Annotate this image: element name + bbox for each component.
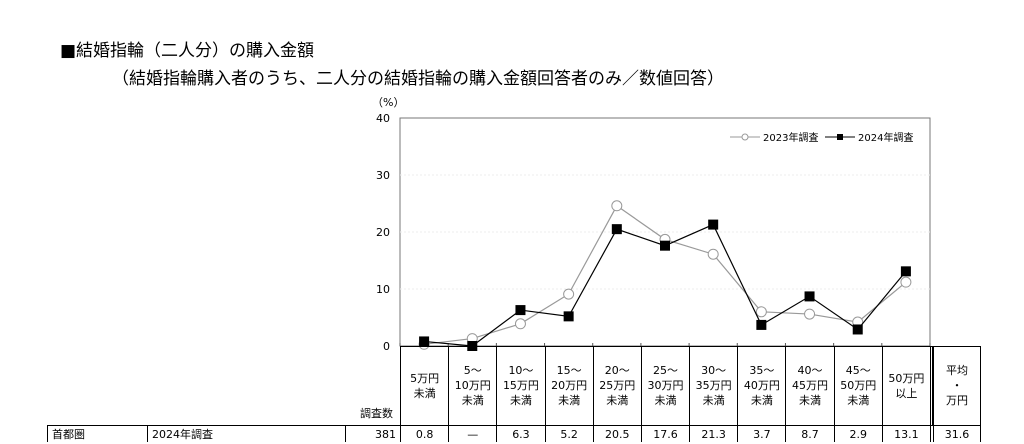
row-survey: 2024年調査 xyxy=(147,425,345,442)
y-tick-label: 0 xyxy=(383,340,390,353)
data-point xyxy=(611,224,622,235)
column-header: 40～ 45万円 未満 xyxy=(785,346,833,425)
data-point xyxy=(660,240,670,251)
data-point xyxy=(756,319,767,330)
row-value: 21.3 xyxy=(689,425,738,442)
row-value: 3.7 xyxy=(737,425,786,442)
column-header: 20～ 25万円 未満 xyxy=(592,346,641,425)
legend-label: 2023年調査 xyxy=(763,131,818,144)
column-header: 30～ 35万円 未満 xyxy=(689,346,737,425)
data-point xyxy=(707,248,719,260)
header-top-border xyxy=(400,346,981,347)
data-point xyxy=(804,308,816,320)
avg-header: 平均 ・ 万円 xyxy=(933,346,981,425)
column-header: 35～ 40万円 未満 xyxy=(737,346,785,425)
row-value: 0.8 xyxy=(400,425,449,442)
row-value: 17.6 xyxy=(640,425,690,442)
row-value: 13.1 xyxy=(881,425,930,442)
chart-title: ■結婚指輪（二人分）の購入金額 xyxy=(60,41,315,61)
y-tick-label: 10 xyxy=(376,283,390,296)
chart-subtitle: （結婚指輪購入者のうち、二人分の結婚指輪の購入金額回答者のみ／数値回答） xyxy=(112,69,724,89)
row-value: 5.2 xyxy=(544,425,593,442)
data-point xyxy=(515,305,526,316)
row-avg: 31.6 xyxy=(933,425,981,442)
row-value: — xyxy=(448,425,497,442)
divider xyxy=(930,346,933,425)
data-point xyxy=(900,266,911,277)
legend-marker xyxy=(741,133,749,141)
row-value: 6.3 xyxy=(496,425,545,442)
data-point xyxy=(804,291,815,302)
legend-label: 2024年調査 xyxy=(858,131,913,144)
data-point xyxy=(514,318,526,330)
count-header: 調査数 xyxy=(360,407,393,420)
column-header: 10～ 15万円 未満 xyxy=(496,346,544,425)
column-header: 50万円 以上 xyxy=(881,346,930,425)
row-count: 381 xyxy=(345,425,400,442)
data-point xyxy=(563,288,575,300)
data-point xyxy=(900,276,912,288)
column-header: 5～ 10万円 未満 xyxy=(448,346,496,425)
divider xyxy=(930,425,933,442)
y-axis-label: （%） xyxy=(372,96,404,109)
data-point xyxy=(708,219,719,230)
data-point xyxy=(755,306,767,318)
column-header: 45～ 50万円 未満 xyxy=(833,346,882,425)
series-line-2023年調査 xyxy=(424,204,907,345)
row-value: 20.5 xyxy=(592,425,641,442)
y-tick-label: 20 xyxy=(376,226,390,239)
data-point xyxy=(419,336,430,347)
row-value: 2.9 xyxy=(833,425,882,442)
y-tick-label: 40 xyxy=(376,112,390,125)
column-header: 25～ 30万円 未満 xyxy=(640,346,689,425)
column-header: 5万円 未満 xyxy=(400,346,448,425)
column-header: 15～ 20万円 未満 xyxy=(544,346,593,425)
data-point xyxy=(611,200,623,212)
row-value: 8.7 xyxy=(785,425,834,442)
data-point xyxy=(563,311,574,322)
legend-marker xyxy=(837,134,843,140)
data-point xyxy=(852,324,863,335)
row-region: 首都圏 xyxy=(47,425,147,442)
y-tick-label: 30 xyxy=(376,169,390,182)
